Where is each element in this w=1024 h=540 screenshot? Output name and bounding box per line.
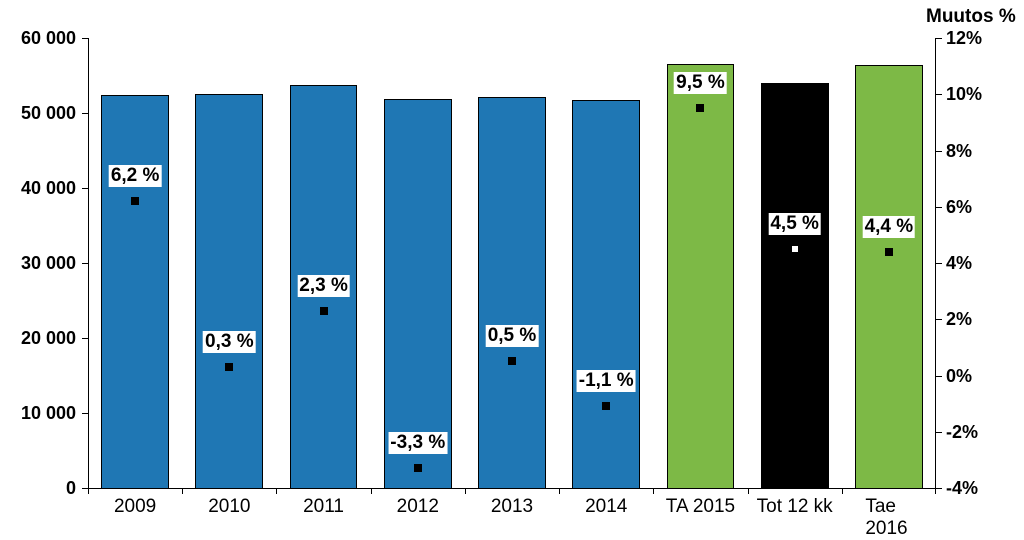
x-tick-label: 2011 [303, 496, 344, 518]
pct-label: 6,2 % [109, 165, 162, 187]
x-tick-label: Tot 12 kk [757, 496, 833, 518]
y-right-tick-label: 12% [946, 28, 982, 49]
pct-marker [508, 357, 516, 365]
bar [384, 99, 452, 488]
pct-marker [414, 464, 422, 472]
bar [572, 100, 640, 488]
secondary-axis-title: Muutos % [926, 6, 1016, 28]
x-tick-label: 2012 [397, 496, 439, 518]
pct-label: 0,3 % [203, 331, 256, 353]
pct-label: 9,5 % [674, 72, 727, 94]
pct-label: -3,3 % [388, 432, 447, 454]
y-left-tick-label: 30 000 [6, 253, 76, 274]
pct-label: 2,3 % [297, 275, 350, 297]
x-tick-label: 2014 [585, 496, 627, 518]
bar [667, 64, 735, 488]
bar [855, 65, 923, 488]
x-tick-label: Tae 2016 [865, 496, 912, 540]
y-left-tick-label: 0 [6, 478, 76, 499]
y-left-tick-label: 50 000 [6, 103, 76, 124]
pct-marker [790, 244, 800, 254]
pct-marker [885, 248, 893, 256]
y-left-tick-label: 20 000 [6, 328, 76, 349]
y-left-tick-label: 40 000 [6, 178, 76, 199]
y-right-tick-label: 4% [946, 253, 972, 274]
chart-container: Muutos % 010 00020 00030 00040 00050 000… [0, 0, 1024, 526]
y-left-tick-label: 60 000 [6, 28, 76, 49]
pct-label: -1,1 % [577, 370, 636, 392]
y-right-tick-label: 0% [946, 366, 972, 387]
pct-marker [320, 307, 328, 315]
pct-marker [602, 402, 610, 410]
pct-label: 4,4 % [863, 216, 916, 238]
x-tick-label: 2013 [491, 496, 533, 518]
bar [101, 95, 169, 488]
plot-area: 010 00020 00030 00040 00050 00060 000-4%… [88, 38, 936, 488]
y-right-tick-label: -4% [946, 478, 978, 499]
y-right-tick-label: 10% [946, 84, 982, 105]
x-tick-label: 2009 [114, 496, 156, 518]
x-tick-label: TA 2015 [666, 496, 735, 518]
x-tick-label: 2010 [208, 496, 250, 518]
bar [195, 94, 263, 488]
y-right-tick-label: 8% [946, 141, 972, 162]
pct-marker [696, 104, 704, 112]
pct-marker [131, 197, 139, 205]
y-right-tick-label: -2% [946, 422, 978, 443]
bar [478, 97, 546, 489]
y-right-tick-label: 6% [946, 197, 972, 218]
pct-marker [225, 363, 233, 371]
y-right-tick-label: 2% [946, 309, 972, 330]
y-left-tick-label: 10 000 [6, 403, 76, 424]
bar [761, 83, 829, 488]
pct-label: 4,5 % [768, 213, 821, 235]
pct-label: 0,5 % [486, 325, 539, 347]
